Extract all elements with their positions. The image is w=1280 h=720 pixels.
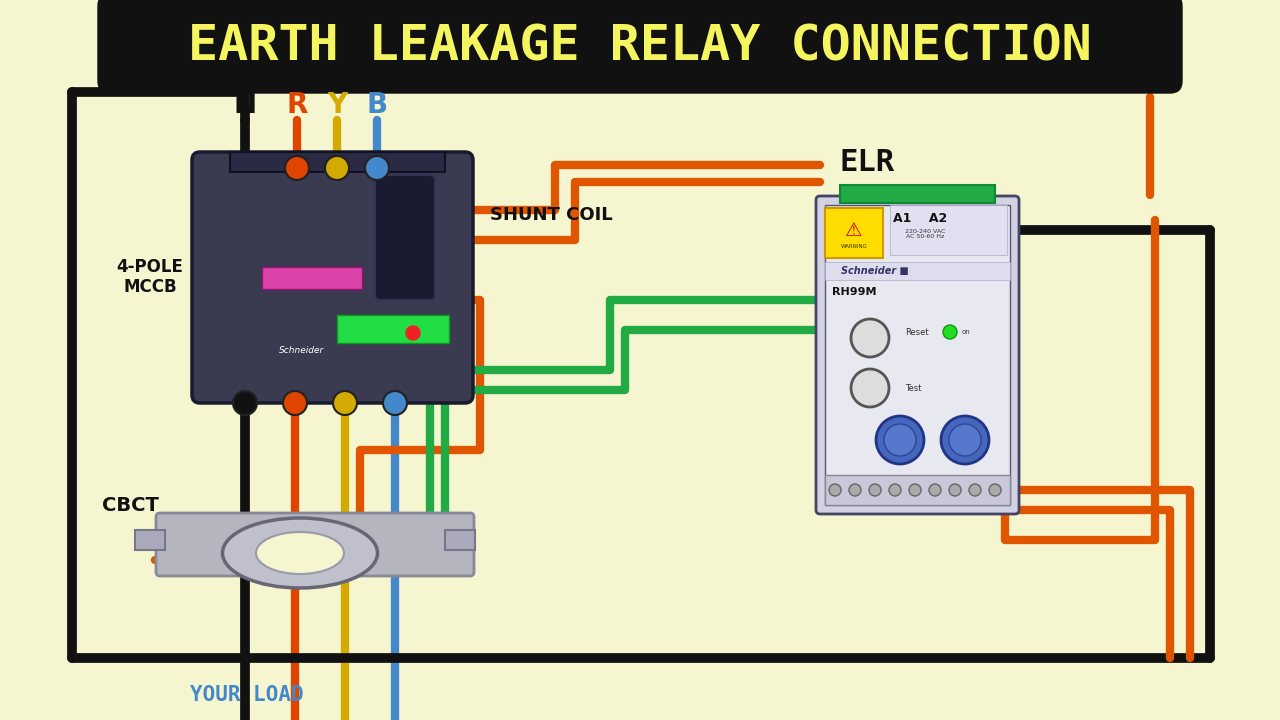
Text: YOUR LOAD: YOUR LOAD [189,685,303,705]
Text: Reset: Reset [905,328,928,336]
Bar [826,262,1010,280]
Text: CBCT: CBCT [101,495,159,515]
FancyBboxPatch shape [192,152,474,403]
FancyBboxPatch shape [99,0,1181,93]
FancyBboxPatch shape [817,196,1019,514]
Bar [826,475,1010,505]
Circle shape [989,484,1001,496]
Circle shape [333,391,357,415]
Circle shape [283,391,307,415]
Text: Y: Y [326,91,347,119]
Text: 220-240 VAC
AC 50-60 Hz: 220-240 VAC AC 50-60 Hz [905,229,945,240]
Circle shape [233,391,257,415]
Circle shape [890,484,901,496]
Circle shape [876,416,924,464]
Circle shape [869,484,881,496]
FancyBboxPatch shape [375,175,435,300]
Text: R: R [287,91,307,119]
Text: ELR: ELR [840,148,895,176]
Circle shape [849,484,861,496]
Circle shape [909,484,922,496]
Bar [826,208,883,258]
Text: EARTH LEAKAGE RELAY CONNECTION: EARTH LEAKAGE RELAY CONNECTION [188,22,1092,70]
Circle shape [943,325,957,339]
Circle shape [851,369,890,407]
Text: RH99M: RH99M [832,287,877,297]
Ellipse shape [223,518,378,588]
Text: N: N [233,91,256,119]
Text: on: on [963,329,970,335]
Circle shape [406,326,420,340]
Text: A1    A2: A1 A2 [893,212,947,225]
Circle shape [285,156,308,180]
Bar [262,267,362,289]
Text: B: B [366,91,388,119]
Text: ⚠: ⚠ [845,220,863,240]
Bar [230,152,445,172]
Circle shape [948,484,961,496]
Bar [134,530,165,550]
Text: SHUNT COIL: SHUNT COIL [490,206,613,224]
Text: 4-POLE
MCCB: 4-POLE MCCB [116,258,183,297]
Circle shape [325,156,349,180]
Text: WARNING: WARNING [841,243,868,248]
Text: Schneider ■: Schneider ■ [841,266,909,276]
Circle shape [383,391,407,415]
Circle shape [829,484,841,496]
Circle shape [948,424,980,456]
Ellipse shape [256,532,344,574]
Bar [445,530,475,550]
Circle shape [365,156,389,180]
Circle shape [969,484,980,496]
Text: Test: Test [905,384,922,392]
Bar [840,185,995,203]
Circle shape [941,416,989,464]
Circle shape [851,319,890,357]
Bar [826,205,1010,505]
Circle shape [929,484,941,496]
Bar [337,315,449,343]
Text: Schneider: Schneider [279,346,325,354]
Circle shape [884,424,916,456]
Bar [890,205,1007,255]
FancyBboxPatch shape [156,513,474,576]
